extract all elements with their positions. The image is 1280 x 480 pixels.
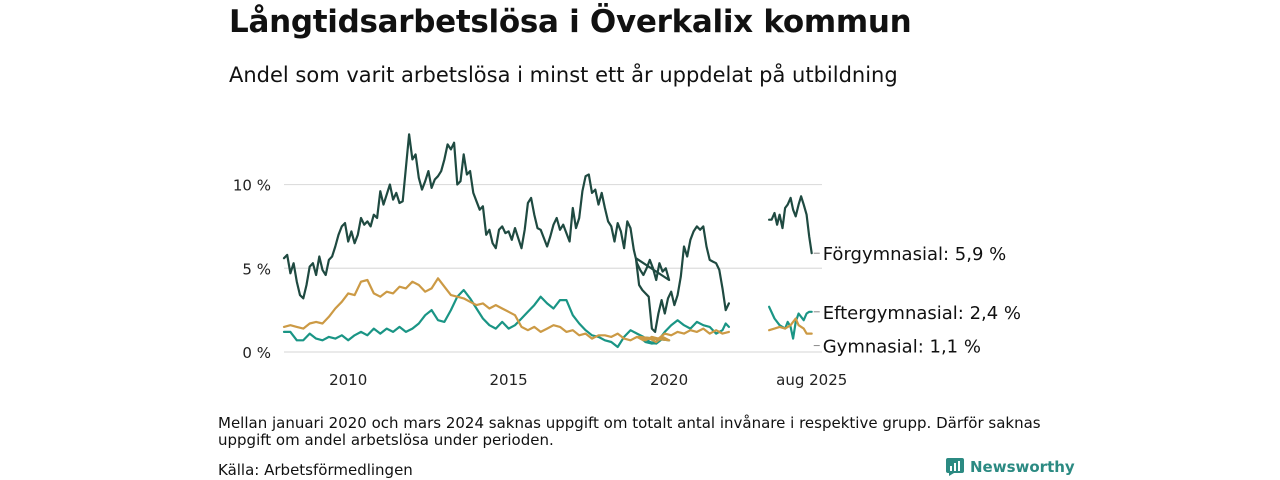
x-tick-label: 2020 <box>650 371 688 389</box>
gridlines <box>284 183 822 353</box>
brand-name: Newsworthy <box>970 458 1075 476</box>
x-axis-ticks: 2010 2015 2020 aug 2025 <box>329 371 847 389</box>
x-tick-label: 2010 <box>329 371 367 389</box>
series-line-förgymnasial <box>282 133 730 333</box>
y-tick-label: 10 % <box>233 177 271 195</box>
line-chart: 0 % 5 % 10 % 2010 2015 2020 aug 2025 Förgymna… <box>233 133 1021 389</box>
source-label: Källa: Arbetsförmedlingen <box>218 461 413 479</box>
end-label-eftergymnasial: Eftergymnasial: 2,4 % <box>823 303 1021 324</box>
series-line-eftergymnasial-after-gap <box>768 305 813 340</box>
series-lines <box>282 133 813 349</box>
series-line-gymnasial-after-gap <box>768 317 813 335</box>
end-label-gymnasial: Gymnasial: 1,1 % <box>823 337 981 358</box>
series-line-eftergymnasial <box>282 288 730 349</box>
x-tick-label: aug 2025 <box>776 371 847 389</box>
series-line-förgymnasial-after-gap <box>768 195 813 255</box>
y-axis-ticks: 0 % 5 % 10 % <box>233 177 271 362</box>
brand-logo: Newsworthy <box>946 458 1075 476</box>
series-line-gymnasial <box>282 277 730 344</box>
series-end-labels: Förgymnasial: 5,9 % Eftergymnasial: 2,4 %… <box>813 244 1021 358</box>
footnote: Mellan januari 2020 och mars 2024 saknas… <box>218 414 1041 449</box>
chart-title: Långtidsarbetslösa i Överkalix kommun <box>229 4 912 40</box>
end-label-förgymnasial: Förgymnasial: 5,9 % <box>823 244 1007 265</box>
y-tick-label: 0 % <box>242 344 271 362</box>
x-tick-label: 2015 <box>490 371 528 389</box>
bar-chart-icon <box>946 458 964 476</box>
y-tick-label: 5 % <box>242 260 271 278</box>
chart-subtitle: Andel som varit arbetslösa i minst ett å… <box>229 63 898 87</box>
